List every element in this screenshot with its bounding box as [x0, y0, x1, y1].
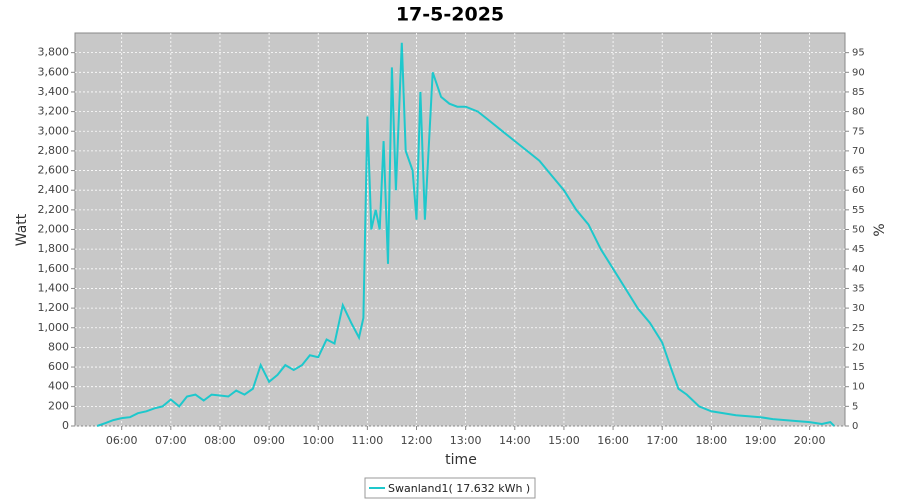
y2-tick-label: 55 [852, 205, 865, 216]
y2-tick-label: 95 [852, 48, 865, 59]
y2-tick-label: 90 [852, 67, 865, 78]
y-tick-label: 400 [48, 380, 69, 393]
y2-tick-label: 20 [852, 342, 865, 353]
y-tick-label: 3,600 [38, 65, 70, 78]
y2-tick-label: 15 [852, 362, 865, 373]
y2-tick-label: 40 [852, 264, 865, 275]
y-tick-label: 2,800 [38, 144, 70, 157]
y2-tick-label: 60 [852, 185, 865, 196]
y-tick-label: 1,600 [38, 262, 70, 275]
y-tick-label: 600 [48, 360, 69, 373]
x-tick-label: 06:00 [106, 434, 138, 447]
y2-tick-label: 30 [852, 303, 865, 314]
y-tick-label: 200 [48, 399, 69, 412]
x-tick-label: 08:00 [204, 434, 236, 447]
y-tick-label: 1,200 [38, 301, 70, 314]
x-tick-label: 16:00 [597, 434, 629, 447]
x-tick-label: 07:00 [155, 434, 187, 447]
x-tick-label: 10:00 [302, 434, 334, 447]
y-tick-label: 800 [48, 340, 69, 353]
y-tick-label: 0 [62, 419, 69, 432]
y-tick-label: 2,200 [38, 203, 70, 216]
y-tick-label: 1,800 [38, 242, 70, 255]
y-tick-label: 1,000 [38, 321, 70, 334]
y2-tick-label: 85 [852, 87, 865, 98]
y-tick-label: 2,400 [38, 183, 70, 196]
y2-tick-label: 5 [852, 401, 858, 412]
y-axis-label: Watt [14, 213, 30, 246]
y-tick-label: 3,000 [38, 124, 70, 137]
y2-tick-label: 65 [852, 166, 865, 177]
y2-tick-label: 45 [852, 244, 865, 255]
y-tick-label: 3,200 [38, 105, 70, 118]
y2-tick-label: 80 [852, 107, 865, 118]
x-tick-label: 17:00 [646, 434, 678, 447]
y2-tick-label: 75 [852, 126, 865, 137]
legend [364, 477, 536, 499]
x-tick-label: 14:00 [499, 434, 531, 447]
y2-tick-label: 10 [852, 382, 865, 393]
legend-label: Swanland1( 17.632 kWh ) [388, 482, 530, 495]
y2-tick-label: 25 [852, 323, 865, 334]
y2-tick-label: 35 [852, 283, 865, 294]
x-tick-label: 11:00 [352, 434, 384, 447]
x-tick-label: 15:00 [548, 434, 580, 447]
y-tick-label: 2,600 [38, 164, 70, 177]
y2-tick-label: 70 [852, 146, 865, 157]
series-line [96, 42, 835, 427]
y-tick-label: 3,400 [38, 85, 70, 98]
chart-title: 17-5-2025 [396, 4, 504, 26]
y-tick-label: 2,000 [38, 223, 70, 236]
x-tick-label: 12:00 [401, 434, 433, 447]
x-tick-label: 09:00 [253, 434, 285, 447]
x-tick-label: 18:00 [695, 434, 727, 447]
y-tick-label: 3,800 [38, 46, 70, 59]
y2-tick-label: 0 [852, 421, 858, 432]
x-tick-label: 20:00 [794, 434, 826, 447]
x-tick-label: 19:00 [745, 434, 777, 447]
x-axis-label: time [445, 452, 477, 468]
y2-axis-label: % [872, 223, 888, 236]
y-tick-label: 1,400 [38, 281, 70, 294]
y2-tick-label: 50 [852, 225, 865, 236]
x-tick-label: 13:00 [450, 434, 482, 447]
